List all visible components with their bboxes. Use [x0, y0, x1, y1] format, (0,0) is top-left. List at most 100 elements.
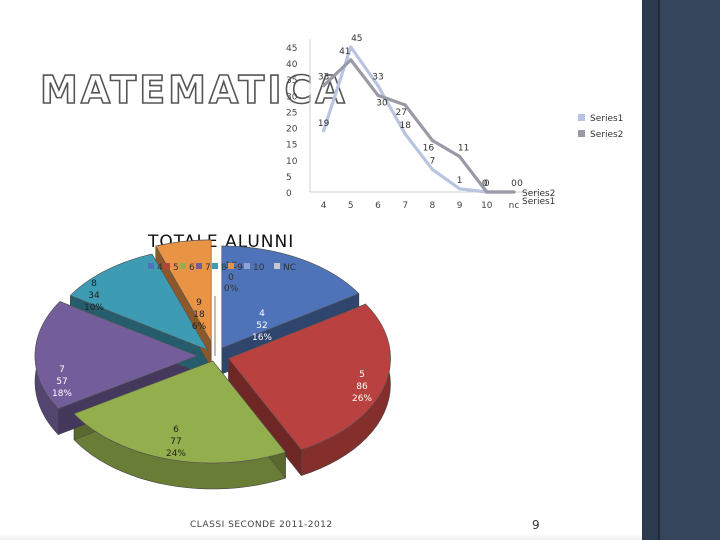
data-label: 19	[318, 119, 330, 129]
pie-label-category: 7	[59, 365, 65, 375]
pie-label-percent: 10%	[84, 303, 104, 313]
x-tick-label: 6	[375, 201, 381, 211]
pie-label-value: 18	[193, 310, 205, 320]
pie-slice-6	[73, 360, 286, 464]
x-tick-label: nc	[509, 201, 520, 211]
bottom-shadow	[0, 534, 642, 540]
pie-label-percent: 18%	[52, 389, 72, 399]
pie-label-percent: 6%	[192, 322, 207, 332]
series-line	[322, 58, 514, 194]
y-tick-label: 15	[286, 141, 297, 151]
pie-label-value: 57	[56, 377, 67, 387]
pie-label-category: 9	[196, 298, 202, 308]
legend-entry: Series1	[590, 114, 623, 124]
data-label: 11	[458, 144, 469, 154]
side-stripe	[642, 0, 720, 540]
y-tick-label: 35	[286, 76, 297, 86]
data-label: 0	[517, 179, 523, 189]
pie-slice-top	[34, 301, 198, 409]
series-point	[349, 45, 353, 49]
series-point	[403, 103, 407, 107]
data-label: 16	[423, 143, 435, 153]
y-tick-label: 10	[286, 157, 298, 167]
pie-slice-8	[69, 253, 209, 351]
legend-swatch	[578, 114, 585, 121]
data-label: 30	[376, 98, 388, 108]
series-point	[322, 129, 326, 133]
y-tick-label: 20	[286, 125, 298, 135]
page-number: 9	[532, 518, 540, 532]
pie-slice-top	[69, 253, 209, 351]
series-point	[458, 154, 462, 159]
pie-legend-entry: 10	[253, 263, 265, 273]
series-point	[322, 84, 326, 88]
data-label: 1	[457, 176, 463, 186]
pie-legend-entry: NC	[283, 263, 296, 273]
pie-legend-swatch	[228, 263, 234, 269]
pie-slice-top	[73, 360, 286, 464]
x-tick-label: 5	[348, 201, 354, 211]
data-label: 7	[430, 156, 436, 166]
pie-legend-entry: 8	[221, 263, 227, 273]
pie-legend-entry: 7	[205, 263, 211, 273]
pie-label-category: 8	[91, 279, 97, 289]
series-point	[458, 187, 462, 191]
data-label: 0	[484, 179, 490, 189]
pie-legend-entry: 6	[189, 263, 195, 273]
pie-legend-swatch	[164, 263, 170, 269]
series-point	[403, 132, 407, 136]
data-label: 33	[372, 73, 383, 83]
pie-slice-7	[34, 301, 198, 409]
pie-label-percent: 26%	[352, 394, 372, 404]
legend-swatch	[578, 130, 585, 137]
side-stripe-inner	[658, 0, 720, 540]
pie-legend-swatch	[180, 263, 186, 269]
data-label: 27	[395, 108, 406, 118]
pie-legend-swatch	[212, 263, 218, 269]
pie-legend-entry: 4	[157, 263, 163, 273]
data-label: 33	[318, 73, 329, 83]
pie-label-category: 5	[359, 370, 365, 380]
slide-footer: CLASSI SECONDE 2011-2012	[190, 520, 333, 530]
y-tick-label: 25	[286, 108, 297, 118]
pie-label-value: 86	[356, 382, 368, 392]
series-point	[430, 167, 434, 172]
series-line	[322, 45, 514, 194]
x-tick-label: 7	[402, 201, 408, 211]
series-point	[376, 84, 380, 88]
pie-legend-swatch	[244, 263, 250, 269]
x-tick-label: 9	[457, 201, 463, 211]
pie-label-category: 6	[173, 425, 179, 435]
legend-entry: Series2	[590, 130, 623, 140]
pie-zero-value: 0	[228, 273, 234, 283]
y-tick-label: 30	[286, 92, 298, 102]
series-point	[485, 190, 489, 194]
pie-legend-entry: 9	[237, 263, 243, 273]
y-tick-label: 0	[286, 189, 292, 199]
series-point	[349, 58, 353, 62]
pie-zero-percent: 0%	[224, 284, 239, 294]
pie-slice-4	[221, 245, 360, 349]
axis-overlay-label: Series2	[522, 189, 555, 199]
y-tick-label: 40	[286, 60, 298, 70]
x-tick-label: 8	[430, 201, 436, 211]
pie-label-category: 4	[259, 309, 265, 319]
axis-overlay-label: Series1	[522, 197, 555, 207]
pie-legend-swatch	[148, 263, 154, 269]
pie-label-value: 77	[170, 437, 181, 447]
series-point	[512, 190, 516, 194]
data-label: 0	[482, 179, 488, 189]
pie-slice-top	[228, 303, 391, 450]
data-label: 0	[511, 179, 517, 189]
slide-title: MATEMATICA	[39, 67, 348, 113]
pie-legend-swatch	[274, 263, 280, 269]
pie-slice-5	[228, 303, 391, 450]
data-label: 18	[399, 121, 411, 131]
pie-slice-top	[221, 245, 360, 349]
pie-label-percent: 16%	[252, 333, 272, 343]
pie-label-percent: 24%	[166, 449, 186, 459]
y-tick-label: 45	[286, 44, 297, 54]
